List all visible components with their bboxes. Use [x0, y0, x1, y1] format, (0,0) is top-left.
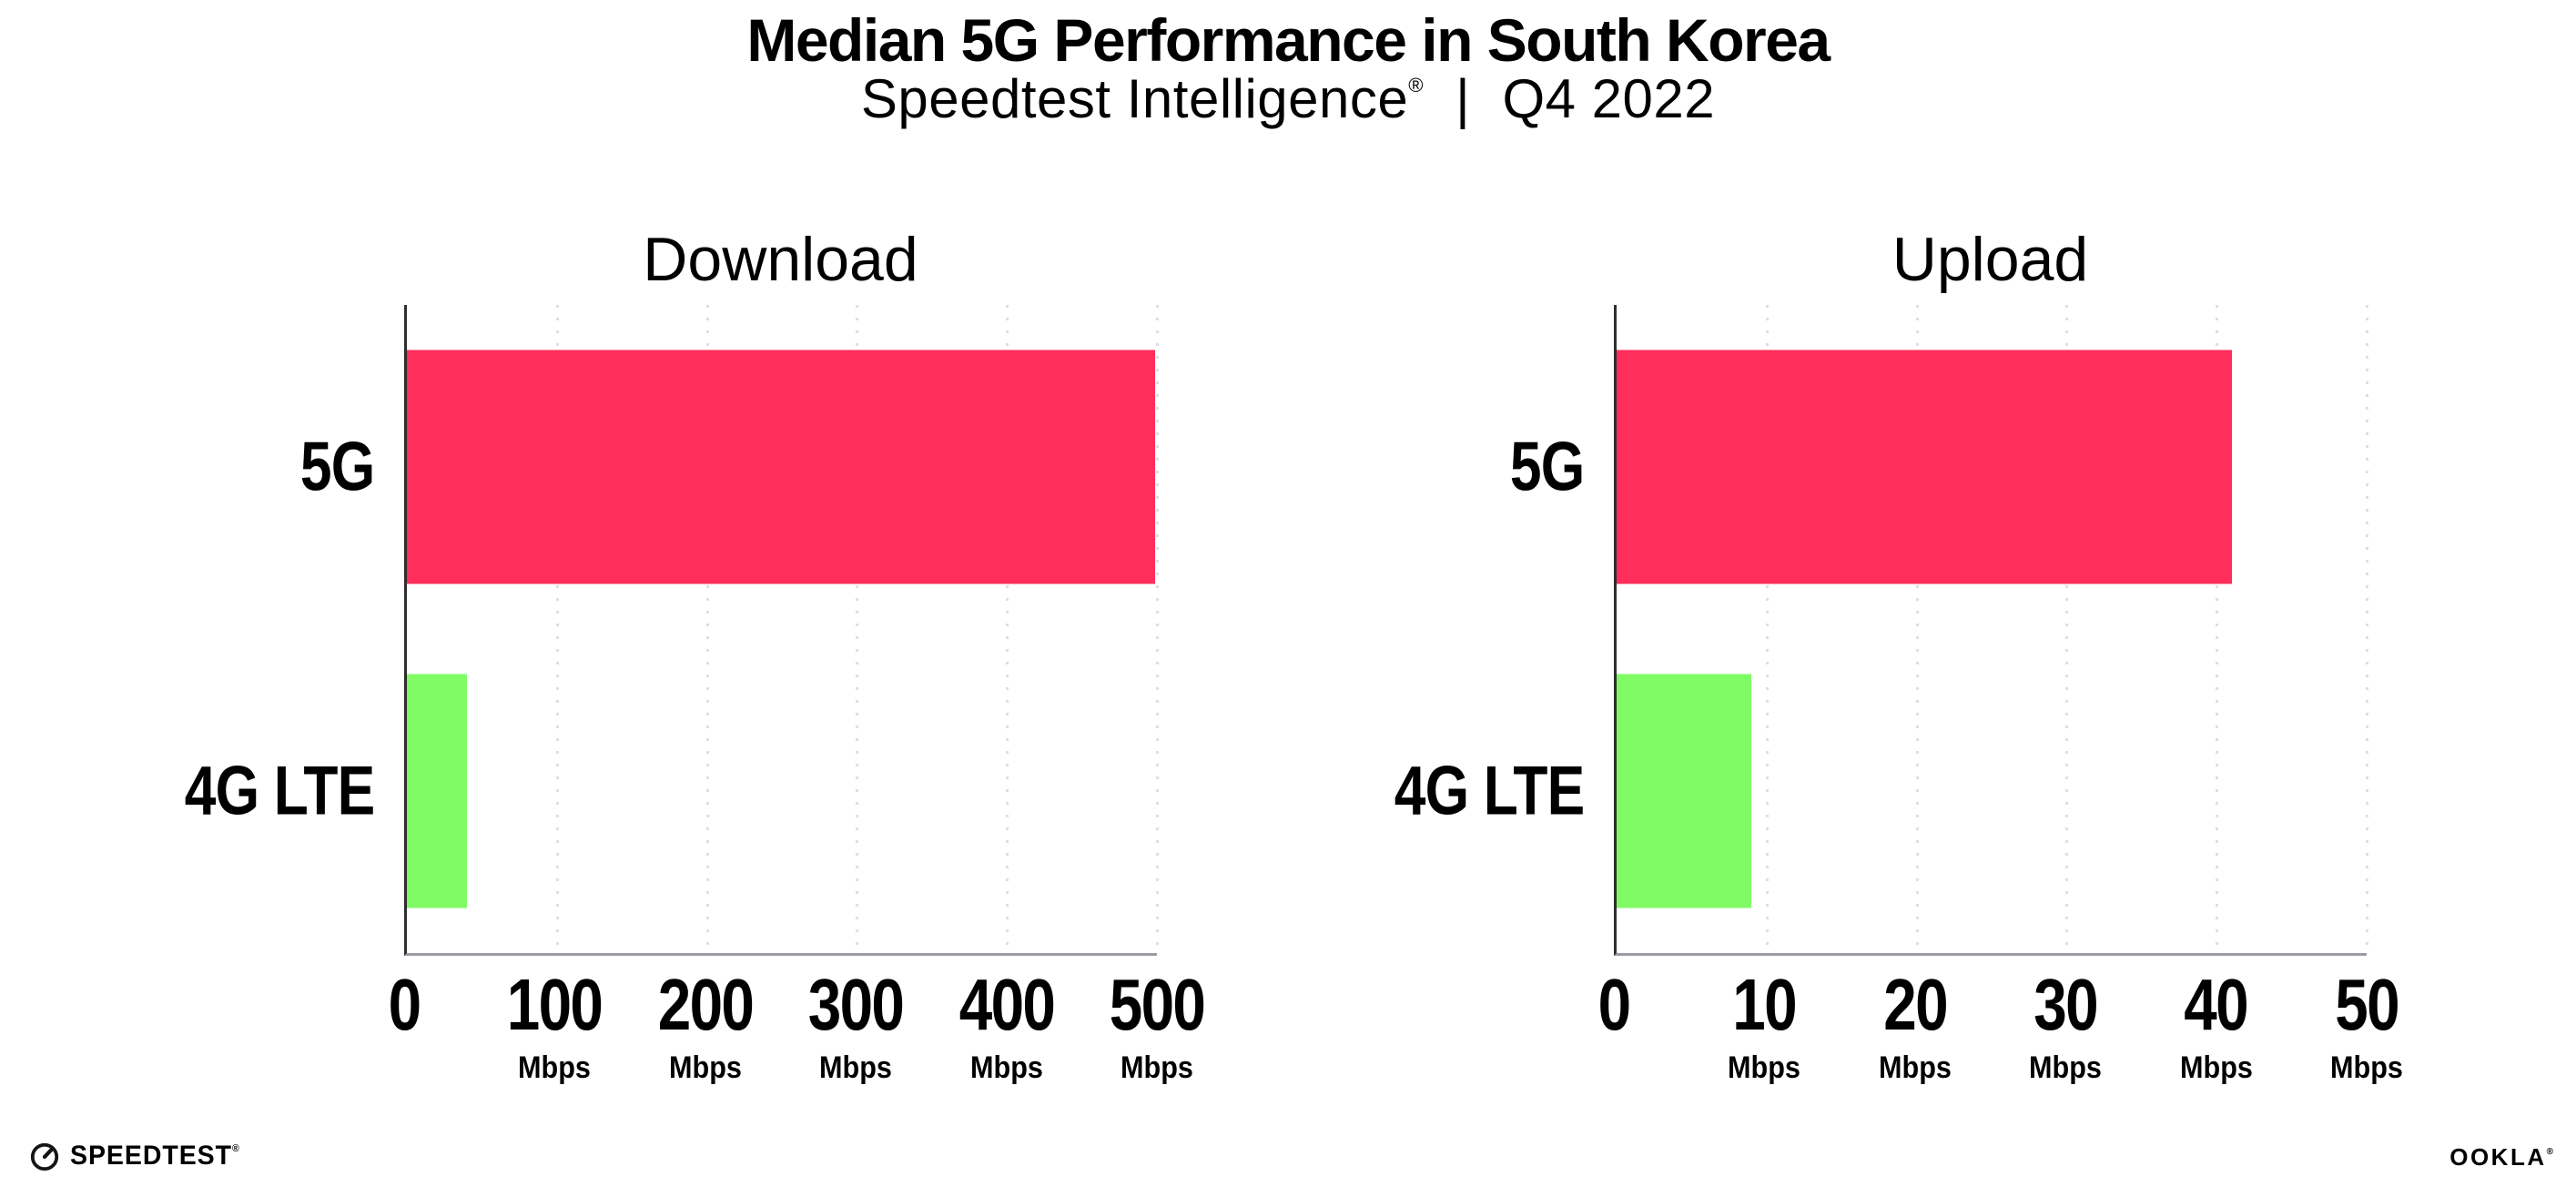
x-tick-50: 50 Mbps [2327, 964, 2408, 1085]
download-chart-panel: Download 5G 4G LTE 0 100 Mbps 200 Mbps 300 Mbps… [184, 0, 1206, 1197]
ookla-registered-mark: ® [2546, 1147, 2553, 1157]
x-tick-unit: Mbps [1728, 1050, 1801, 1085]
x-tick-value: 500 [1109, 964, 1206, 1045]
x-tick-0: 0 [1595, 969, 1634, 1041]
x-tick-value: 200 [657, 964, 755, 1045]
registered-trademark-mark: ® [1408, 74, 1424, 96]
x-axis-labels-download: 0 100 Mbps 200 Mbps 300 Mbps 400 Mbps 500 Mbps [389, 964, 1206, 1096]
x-tick-unit: Mbps [1878, 1050, 1952, 1085]
gridline-500 [1156, 305, 1159, 953]
x-tick-value: 10 [1732, 964, 1798, 1045]
gridline-10 [1765, 305, 1769, 953]
bar-4g-lte [407, 674, 467, 908]
x-tick-unit: Mbps [2029, 1050, 2103, 1085]
category-label-5g: 5G [299, 428, 374, 506]
x-tick-300: 300 Mbps [797, 964, 913, 1085]
ookla-logo: OOKLA® [2449, 1143, 2553, 1172]
gridline-400 [1006, 305, 1009, 953]
ookla-wordmark: OOKLA [2449, 1143, 2547, 1171]
category-label-4g-lte: 4G LTE [1394, 752, 1584, 830]
x-tick-unit: Mbps [668, 1050, 742, 1085]
x-tick-value: 40 [2184, 964, 2249, 1045]
category-band-4g-lte: 4G LTE [1394, 629, 2367, 953]
gridline-30 [2065, 305, 2069, 953]
speedtest-registered-mark: ® [232, 1143, 240, 1154]
x-tick-30: 30 Mbps [2025, 964, 2106, 1085]
x-axis-labels-upload: 0 10 Mbps 20 Mbps 30 Mbps 40 Mbps 50 Mbps [1598, 964, 2403, 1096]
subtitle-separator: | [1455, 68, 1471, 129]
category-band-5g: 5G [299, 305, 1157, 629]
x-tick-unit: Mbps [2179, 1050, 2253, 1085]
speedtest-wordmark: SPEEDTEST® [70, 1141, 240, 1171]
x-tick-unit: Mbps [1121, 1050, 1193, 1085]
plot-area-download: 5G 4G LTE [184, 305, 1159, 956]
x-tick-unit: Mbps [969, 1050, 1043, 1085]
x-tick-0: 0 [385, 969, 424, 1041]
x-tick-unit: Mbps [2330, 1050, 2403, 1085]
x-tick-value: 50 [2335, 964, 2399, 1045]
gridline-100 [555, 305, 559, 953]
x-tick-400: 400 Mbps [948, 964, 1064, 1085]
upload-chart-panel: Upload 5G 4G LTE 0 10 Mbps 20 Mbps 30 Mbps 40 Mbp… [1394, 0, 2403, 1197]
gridline-40 [2216, 305, 2219, 953]
x-tick-unit: Mbps [819, 1050, 893, 1085]
x-tick-unit: Mbps [518, 1050, 592, 1085]
category-band-4g-lte: 4G LTE [184, 629, 1157, 953]
speedtest-logo: SPEEDTEST® [29, 1141, 248, 1172]
category-label-4g-lte: 4G LTE [184, 752, 374, 830]
x-tick-40: 40 Mbps [2175, 964, 2257, 1085]
subtitle: Speedtest Intelligence® | Q4 2022 [0, 67, 2576, 130]
x-tick-20: 20 Mbps [1874, 964, 1955, 1085]
category-band-5g: 5G [1509, 305, 2367, 629]
subtitle-brand: Speedtest Intelligence [860, 68, 1409, 129]
speedtest-gauge-icon [30, 1142, 59, 1172]
gridline-50 [2366, 305, 2368, 953]
page-title: Median 5G Performance in South Korea [746, 6, 1831, 74]
chart-title-upload: Upload [1891, 225, 2089, 294]
x-tick-value: 30 [2033, 964, 2098, 1045]
x-tick-value: 20 [1882, 964, 1948, 1045]
gridline-200 [705, 305, 709, 953]
gridline-20 [1915, 305, 1919, 953]
chart-title-download: Download [643, 225, 918, 294]
bar-5g [407, 350, 1156, 584]
plot-area-upload: 5G 4G LTE [1394, 305, 2368, 956]
x-tick-10: 10 Mbps [1724, 964, 1805, 1085]
x-tick-value: 300 [807, 964, 905, 1045]
x-tick-500: 500 Mbps [1099, 964, 1214, 1085]
x-tick-value: 400 [958, 964, 1055, 1045]
gridline-300 [856, 305, 859, 953]
x-tick-value: 100 [507, 964, 603, 1045]
subtitle-period: Q4 2022 [1502, 68, 1716, 129]
x-tick-value: 0 [1597, 964, 1631, 1045]
x-tick-100: 100 Mbps [497, 964, 613, 1085]
x-tick-200: 200 Mbps [647, 964, 763, 1085]
bar-4g-lte [1617, 674, 1752, 908]
x-tick-value: 0 [388, 964, 421, 1045]
bar-5g [1617, 350, 2232, 584]
category-label-5g: 5G [1509, 428, 1584, 506]
